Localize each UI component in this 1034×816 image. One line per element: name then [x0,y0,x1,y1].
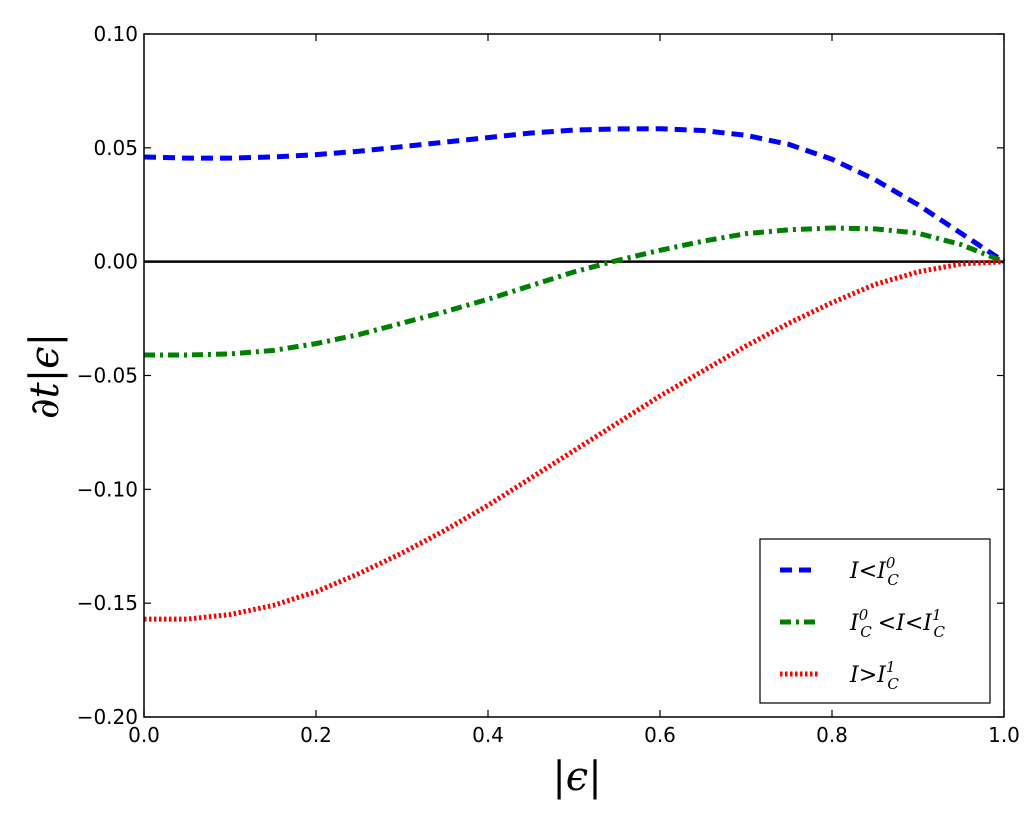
x-axis-ticks: 0.0 0.2 0.4 0.6 0.8 1.0 [128,34,1020,747]
y-axis-title: ∂t|ϵ| [22,333,68,419]
series-line-3 [144,259,1005,622]
legend-sup: 1 [886,658,896,676]
legend-sub: C [887,571,899,589]
legend-sub: C [934,623,946,641]
legend-main: I [849,611,860,636]
x-axis-label: |ϵ| [552,754,601,800]
y-tick-label: −0.15 [77,591,138,615]
legend-sup: 0 [886,554,896,572]
x-axis-title: |ϵ| [552,754,601,800]
series-layer [143,126,1006,622]
y-tick-label: −0.20 [77,705,138,729]
x-tick-label: 0.2 [300,723,332,747]
y-tick-label: −0.10 [77,477,138,501]
legend-tail: <I<I [878,611,934,636]
y-tick-label: 0.05 [93,136,138,160]
y-tick-label: 0.10 [93,22,138,46]
series-line-2 [144,225,1005,358]
legend-label-2: I0 C <I<I1 C [849,606,946,641]
legend-label-1: I<I0 C [849,554,899,589]
x-tick-label: 1.0 [988,723,1020,747]
plot-frame [143,33,1005,718]
legend-main: I>I [849,663,887,688]
legend-sub: C [860,623,872,641]
legend-sup: 1 [932,606,942,624]
legend-sub: C [887,675,899,693]
series-line-1 [143,126,1006,264]
x-tick-label: 0.0 [128,723,160,747]
legend: I<I0 CI0 C <I<I1 CI>I1 C [759,538,991,704]
y-axis-ticks: 0.10 0.05 0.00 −0.05 −0.10 −0.15 −0.20 [77,22,1004,729]
y-axis-label: ∂t|ϵ| [22,333,68,419]
x-tick-label: 0.6 [644,723,676,747]
x-tick-label: 0.4 [472,723,504,747]
legend-main: I<I [849,559,887,584]
y-tick-label: −0.05 [77,364,138,388]
legend-label-3: I>I1 C [849,658,899,693]
y-tick-label: 0.00 [93,250,138,274]
legend-sup: 0 [859,606,869,624]
x-tick-label: 0.8 [816,723,848,747]
